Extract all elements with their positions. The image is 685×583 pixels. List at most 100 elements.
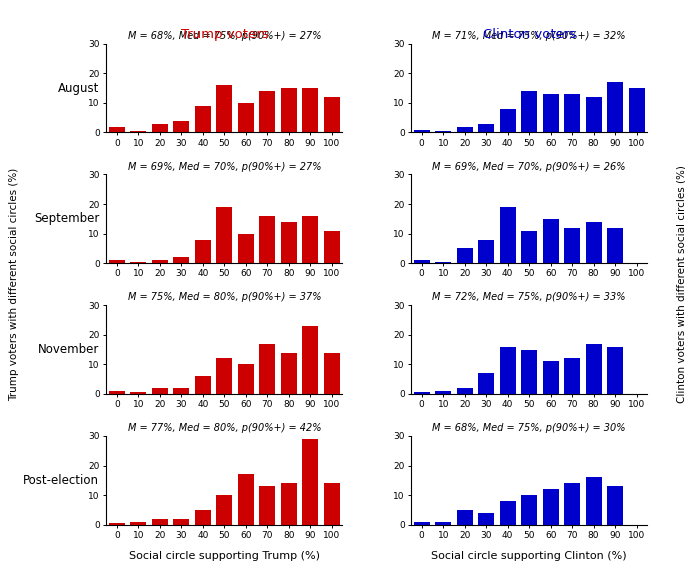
Bar <box>216 359 232 394</box>
Bar <box>109 127 125 132</box>
Bar <box>152 260 168 263</box>
Bar <box>259 486 275 525</box>
Bar <box>302 88 319 132</box>
Text: M = 69%, Med = 70%, p(90%+) = 26%: M = 69%, Med = 70%, p(90%+) = 26% <box>432 161 626 171</box>
Bar <box>543 219 559 263</box>
Bar <box>521 350 537 394</box>
Text: Clinton voters: Clinton voters <box>482 28 576 41</box>
Text: M = 72%, Med = 75%, p(90%+) = 33%: M = 72%, Med = 75%, p(90%+) = 33% <box>432 292 626 303</box>
Bar <box>259 216 275 263</box>
Bar <box>216 207 232 263</box>
Bar <box>324 231 340 263</box>
Bar <box>238 103 254 132</box>
Bar <box>130 522 147 525</box>
Bar <box>564 228 580 263</box>
Text: M = 77%, Med = 80%, p(90%+) = 42%: M = 77%, Med = 80%, p(90%+) = 42% <box>127 423 321 433</box>
Bar <box>216 495 232 525</box>
Bar <box>109 391 125 394</box>
Bar <box>281 222 297 263</box>
Bar <box>152 519 168 525</box>
Bar <box>521 91 537 132</box>
Bar <box>195 106 211 132</box>
Bar <box>173 121 190 132</box>
Text: Social circle supporting Trump (%): Social circle supporting Trump (%) <box>129 551 320 561</box>
Bar <box>478 124 495 132</box>
Bar <box>564 94 580 132</box>
Bar <box>478 513 495 525</box>
Bar <box>302 216 319 263</box>
Text: September: September <box>34 212 99 226</box>
Bar <box>281 483 297 525</box>
Text: M = 71%, Med = 75%, p(90%+) = 32%: M = 71%, Med = 75%, p(90%+) = 32% <box>432 31 626 41</box>
Text: November: November <box>38 343 99 356</box>
Bar <box>521 495 537 525</box>
Bar <box>499 501 516 525</box>
Bar <box>564 483 580 525</box>
Bar <box>130 131 147 132</box>
Bar <box>109 260 125 263</box>
Bar <box>173 519 190 525</box>
Bar <box>238 475 254 525</box>
Bar <box>499 347 516 394</box>
Bar <box>195 376 211 394</box>
Bar <box>435 522 451 525</box>
Text: M = 68%, Med = 75%, p(90%+) = 27%: M = 68%, Med = 75%, p(90%+) = 27% <box>127 31 321 41</box>
Bar <box>152 388 168 394</box>
Bar <box>238 234 254 263</box>
Text: M = 75%, Med = 80%, p(90%+) = 37%: M = 75%, Med = 80%, p(90%+) = 37% <box>127 292 321 303</box>
Bar <box>324 483 340 525</box>
Text: Trump voters: Trump voters <box>181 28 268 41</box>
Bar <box>130 262 147 263</box>
Bar <box>607 486 623 525</box>
Text: M = 68%, Med = 75%, p(90%+) = 30%: M = 68%, Med = 75%, p(90%+) = 30% <box>432 423 626 433</box>
Bar <box>521 231 537 263</box>
Bar <box>607 82 623 132</box>
Bar <box>324 353 340 394</box>
Bar <box>259 343 275 394</box>
Bar <box>478 240 495 263</box>
Bar <box>302 439 319 525</box>
Bar <box>629 88 645 132</box>
Bar <box>586 343 601 394</box>
Bar <box>414 522 429 525</box>
Bar <box>478 373 495 394</box>
Bar <box>173 257 190 263</box>
Bar <box>499 109 516 132</box>
Bar <box>195 240 211 263</box>
Bar <box>586 477 601 525</box>
Bar <box>414 392 429 394</box>
Bar <box>435 262 451 263</box>
Text: Social circle supporting Clinton (%): Social circle supporting Clinton (%) <box>432 551 627 561</box>
Bar <box>435 131 451 132</box>
Bar <box>457 388 473 394</box>
Bar <box>152 124 168 132</box>
Bar <box>302 326 319 394</box>
Bar <box>414 260 429 263</box>
Bar <box>457 127 473 132</box>
Bar <box>564 359 580 394</box>
Text: Post-election: Post-election <box>23 474 99 487</box>
Bar <box>173 388 190 394</box>
Text: M = 69%, Med = 70%, p(90%+) = 27%: M = 69%, Med = 70%, p(90%+) = 27% <box>127 161 321 171</box>
Bar <box>324 97 340 132</box>
Bar <box>414 129 429 132</box>
Bar <box>607 347 623 394</box>
Text: August: August <box>58 82 99 94</box>
Bar <box>607 228 623 263</box>
Bar <box>281 88 297 132</box>
Bar <box>238 364 254 394</box>
Bar <box>435 391 451 394</box>
Bar <box>281 353 297 394</box>
Bar <box>195 510 211 525</box>
Bar <box>586 222 601 263</box>
Bar <box>543 361 559 394</box>
Bar <box>457 510 473 525</box>
Bar <box>216 85 232 132</box>
Bar <box>259 91 275 132</box>
Bar <box>109 523 125 525</box>
Bar <box>499 207 516 263</box>
Bar <box>543 489 559 525</box>
Text: Trump voters with different social circles (%): Trump voters with different social circl… <box>9 167 18 401</box>
Bar <box>130 392 147 394</box>
Bar <box>586 97 601 132</box>
